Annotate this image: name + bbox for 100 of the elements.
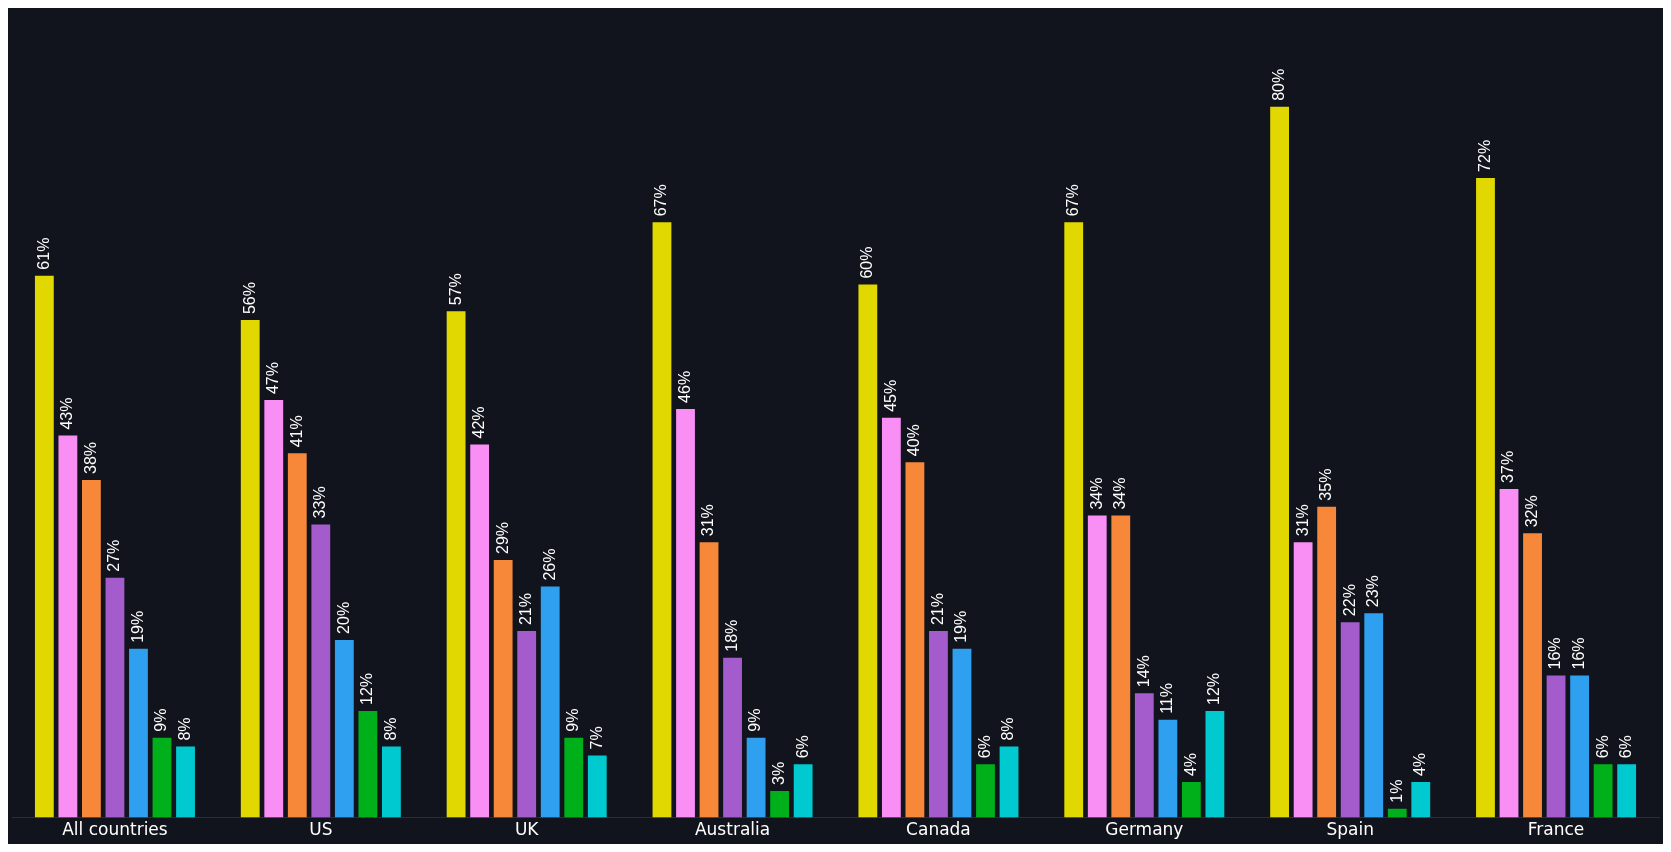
- x-tick-label: France: [1527, 819, 1585, 840]
- data-label: 9%: [746, 708, 764, 732]
- x-tick-label: US: [309, 819, 333, 840]
- data-label: 56%: [240, 282, 258, 315]
- bar: [1134, 693, 1154, 818]
- data-label: 19%: [128, 610, 146, 643]
- bar: [1499, 488, 1519, 818]
- data-label: 18%: [722, 619, 740, 652]
- x-tick-label: Spain: [1326, 819, 1374, 840]
- bar: [517, 631, 537, 818]
- data-label: 9%: [152, 708, 170, 732]
- bar: [746, 737, 766, 818]
- data-label: 4%: [1181, 752, 1199, 777]
- bar: [152, 737, 172, 818]
- bar: [723, 657, 742, 818]
- data-label: 11%: [1158, 683, 1176, 714]
- data-label: 26%: [540, 548, 558, 581]
- bar: [1411, 782, 1431, 818]
- x-tick-label: Australia: [694, 819, 771, 840]
- data-label: 23%: [1364, 575, 1382, 608]
- bar: [264, 400, 284, 818]
- bar: [699, 542, 719, 818]
- data-label: 21%: [928, 593, 946, 626]
- data-label: 9%: [564, 708, 582, 732]
- bar: [1476, 177, 1495, 818]
- bar: [1317, 506, 1337, 818]
- data-label: 33%: [311, 486, 329, 519]
- data-label: 31%: [699, 504, 717, 537]
- data-label: 38%: [81, 441, 99, 474]
- data-label: 32%: [1522, 495, 1540, 528]
- bar: [1570, 675, 1589, 818]
- bar: [287, 453, 307, 818]
- data-label: 45%: [881, 379, 899, 412]
- data-label: 43%: [58, 397, 76, 430]
- bar: [1064, 222, 1084, 818]
- bar: [358, 710, 378, 818]
- data-label: 57%: [446, 273, 464, 306]
- bar: [905, 462, 925, 818]
- bar: [881, 417, 901, 818]
- data-label: 37%: [1499, 450, 1517, 483]
- bar: [240, 320, 260, 818]
- bar: [1205, 710, 1225, 818]
- data-label: 6%: [1593, 735, 1611, 759]
- bar: [587, 755, 607, 818]
- data-label: 60%: [858, 246, 876, 279]
- data-label: 16%: [1570, 637, 1587, 670]
- data-label: 6%: [1617, 735, 1635, 759]
- data-label: 8%: [999, 717, 1017, 741]
- bar: [1181, 782, 1201, 818]
- bar: [652, 222, 672, 818]
- bar: [676, 408, 695, 818]
- bar: [34, 275, 54, 818]
- data-label: 41%: [287, 415, 305, 448]
- data-label: 46%: [675, 370, 693, 403]
- data-label: 20%: [334, 601, 352, 634]
- data-label: 22%: [1340, 584, 1358, 617]
- bar: [929, 631, 948, 818]
- bar: [381, 746, 401, 818]
- data-label: 42%: [470, 406, 488, 439]
- bar: [1270, 106, 1290, 818]
- data-label: 4%: [1411, 752, 1429, 777]
- bar: [770, 790, 790, 818]
- bar: [540, 586, 560, 818]
- x-tick-label: UK: [514, 819, 540, 840]
- data-label: 8%: [381, 717, 399, 741]
- bar: [1340, 622, 1360, 818]
- bar: [1546, 675, 1566, 818]
- bar: [976, 764, 995, 818]
- x-tick-label: Canada: [906, 819, 971, 840]
- bar: [493, 559, 513, 818]
- data-label: 16%: [1546, 637, 1564, 670]
- data-label: 12%: [1205, 672, 1223, 705]
- x-tick-label: All countries: [62, 819, 168, 840]
- bar: [446, 311, 466, 818]
- data-label: 3%: [770, 761, 788, 785]
- data-label: 12%: [358, 672, 376, 705]
- data-label: 1%: [1387, 779, 1405, 803]
- data-label: 34%: [1087, 477, 1105, 510]
- data-label: 31%: [1293, 504, 1311, 537]
- bar: [105, 577, 125, 818]
- data-label: 6%: [975, 735, 993, 759]
- data-label: 8%: [175, 717, 193, 741]
- bar: [1617, 764, 1637, 818]
- data-label: 72%: [1475, 139, 1493, 172]
- bar: [176, 746, 195, 818]
- bar: [952, 648, 972, 818]
- bar: [82, 479, 101, 818]
- bar: [58, 435, 78, 818]
- bar: [1364, 613, 1384, 818]
- data-label: 7%: [587, 726, 605, 750]
- bar: [1387, 808, 1407, 818]
- x-tick-label: Germany: [1105, 819, 1184, 840]
- bar: [311, 524, 331, 818]
- bar: [1593, 764, 1613, 818]
- data-label: 27%: [105, 539, 123, 572]
- bar: [1293, 542, 1313, 818]
- data-label: 47%: [264, 362, 282, 395]
- data-label: 67%: [1064, 184, 1082, 217]
- data-label: 14%: [1134, 655, 1152, 688]
- data-label: 61%: [34, 237, 52, 270]
